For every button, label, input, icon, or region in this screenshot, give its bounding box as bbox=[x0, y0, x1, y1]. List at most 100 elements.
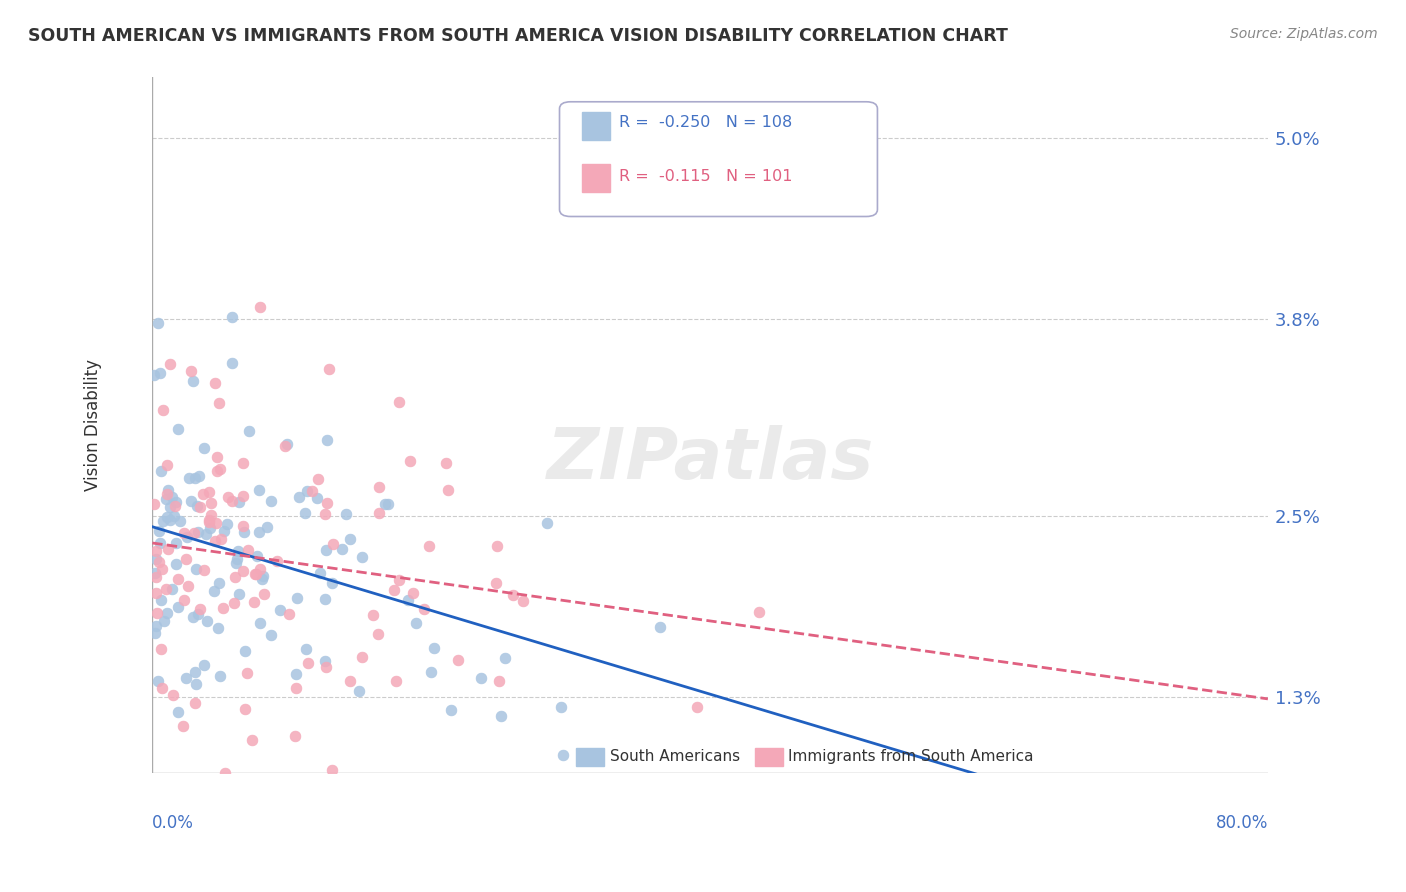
Point bbox=[551, 747, 574, 762]
Point bbox=[422, 641, 444, 656]
Point bbox=[260, 494, 283, 508]
Point bbox=[335, 507, 357, 521]
Point bbox=[437, 483, 460, 497]
Point bbox=[181, 610, 204, 624]
Point bbox=[316, 433, 339, 447]
Point bbox=[249, 300, 271, 314]
Point bbox=[285, 591, 308, 605]
Point bbox=[193, 441, 215, 455]
Point bbox=[146, 673, 169, 688]
Point bbox=[287, 490, 309, 504]
Point bbox=[174, 552, 197, 566]
Point bbox=[284, 681, 307, 695]
Point bbox=[361, 608, 384, 623]
Point bbox=[314, 507, 336, 521]
Point bbox=[174, 672, 197, 686]
Point bbox=[145, 544, 167, 558]
Point bbox=[350, 550, 373, 565]
Text: SOUTH AMERICAN VS IMMIGRANTS FROM SOUTH AMERICA VISION DISABILITY CORRELATION CH: SOUTH AMERICAN VS IMMIGRANTS FROM SOUTH … bbox=[28, 27, 1008, 45]
Point bbox=[184, 696, 207, 710]
Point bbox=[183, 526, 205, 541]
Point bbox=[377, 497, 399, 511]
Point bbox=[233, 524, 256, 539]
Point bbox=[186, 499, 208, 513]
Point bbox=[276, 437, 298, 451]
Point bbox=[243, 566, 266, 581]
Point bbox=[485, 576, 508, 591]
Point bbox=[295, 483, 318, 498]
Text: Immigrants from South America: Immigrants from South America bbox=[789, 749, 1033, 764]
Point bbox=[536, 516, 558, 530]
Point bbox=[489, 708, 512, 723]
Point bbox=[156, 607, 179, 621]
Point bbox=[193, 658, 215, 673]
Point bbox=[184, 677, 207, 691]
Point bbox=[420, 665, 443, 680]
Point bbox=[157, 541, 180, 556]
Point bbox=[145, 551, 167, 566]
Point bbox=[434, 457, 457, 471]
Point bbox=[159, 500, 181, 514]
Point bbox=[225, 556, 247, 570]
Point bbox=[318, 361, 340, 376]
Point bbox=[180, 493, 202, 508]
Point bbox=[374, 497, 396, 511]
Point bbox=[160, 582, 183, 596]
Point bbox=[167, 422, 190, 436]
Point bbox=[266, 553, 288, 567]
Point bbox=[142, 497, 165, 511]
Point bbox=[212, 524, 235, 538]
Point bbox=[143, 566, 166, 581]
Point bbox=[188, 469, 211, 483]
Point bbox=[385, 673, 408, 688]
Point bbox=[228, 495, 250, 509]
Point bbox=[285, 666, 308, 681]
Point bbox=[156, 458, 179, 473]
Point bbox=[150, 464, 173, 478]
Point bbox=[156, 487, 179, 501]
Point bbox=[294, 642, 316, 657]
Point bbox=[194, 527, 217, 541]
Point bbox=[252, 569, 274, 583]
Point bbox=[209, 461, 232, 475]
Text: South Americans: South Americans bbox=[610, 749, 740, 764]
Point bbox=[162, 688, 184, 702]
Point bbox=[167, 599, 190, 614]
Point bbox=[440, 703, 463, 717]
Point bbox=[748, 605, 770, 619]
Point bbox=[149, 367, 172, 381]
Point bbox=[249, 615, 271, 630]
Point bbox=[494, 651, 516, 665]
Point bbox=[152, 514, 174, 528]
Point bbox=[222, 596, 245, 610]
Point bbox=[322, 537, 344, 551]
Point bbox=[228, 543, 250, 558]
Point bbox=[330, 541, 353, 556]
Point bbox=[155, 582, 177, 597]
Point bbox=[256, 519, 278, 533]
Point bbox=[163, 509, 186, 524]
Point bbox=[193, 563, 215, 577]
Point bbox=[172, 719, 194, 733]
Point bbox=[225, 551, 247, 566]
Point bbox=[274, 439, 297, 453]
Point bbox=[284, 729, 307, 743]
Point bbox=[260, 628, 283, 642]
Point bbox=[224, 570, 246, 584]
Point bbox=[149, 642, 172, 657]
Point bbox=[207, 450, 229, 464]
Point bbox=[142, 368, 165, 382]
Point bbox=[145, 619, 167, 633]
Point bbox=[184, 665, 207, 679]
Point bbox=[347, 684, 370, 698]
Point bbox=[294, 507, 316, 521]
Point bbox=[502, 588, 524, 602]
Text: Vision Disability: Vision Disability bbox=[84, 359, 103, 491]
Point bbox=[402, 585, 425, 599]
Point bbox=[159, 357, 181, 371]
Point bbox=[269, 603, 291, 617]
Point bbox=[350, 650, 373, 665]
Point bbox=[418, 539, 440, 553]
Point bbox=[405, 616, 427, 631]
Point bbox=[314, 654, 336, 668]
